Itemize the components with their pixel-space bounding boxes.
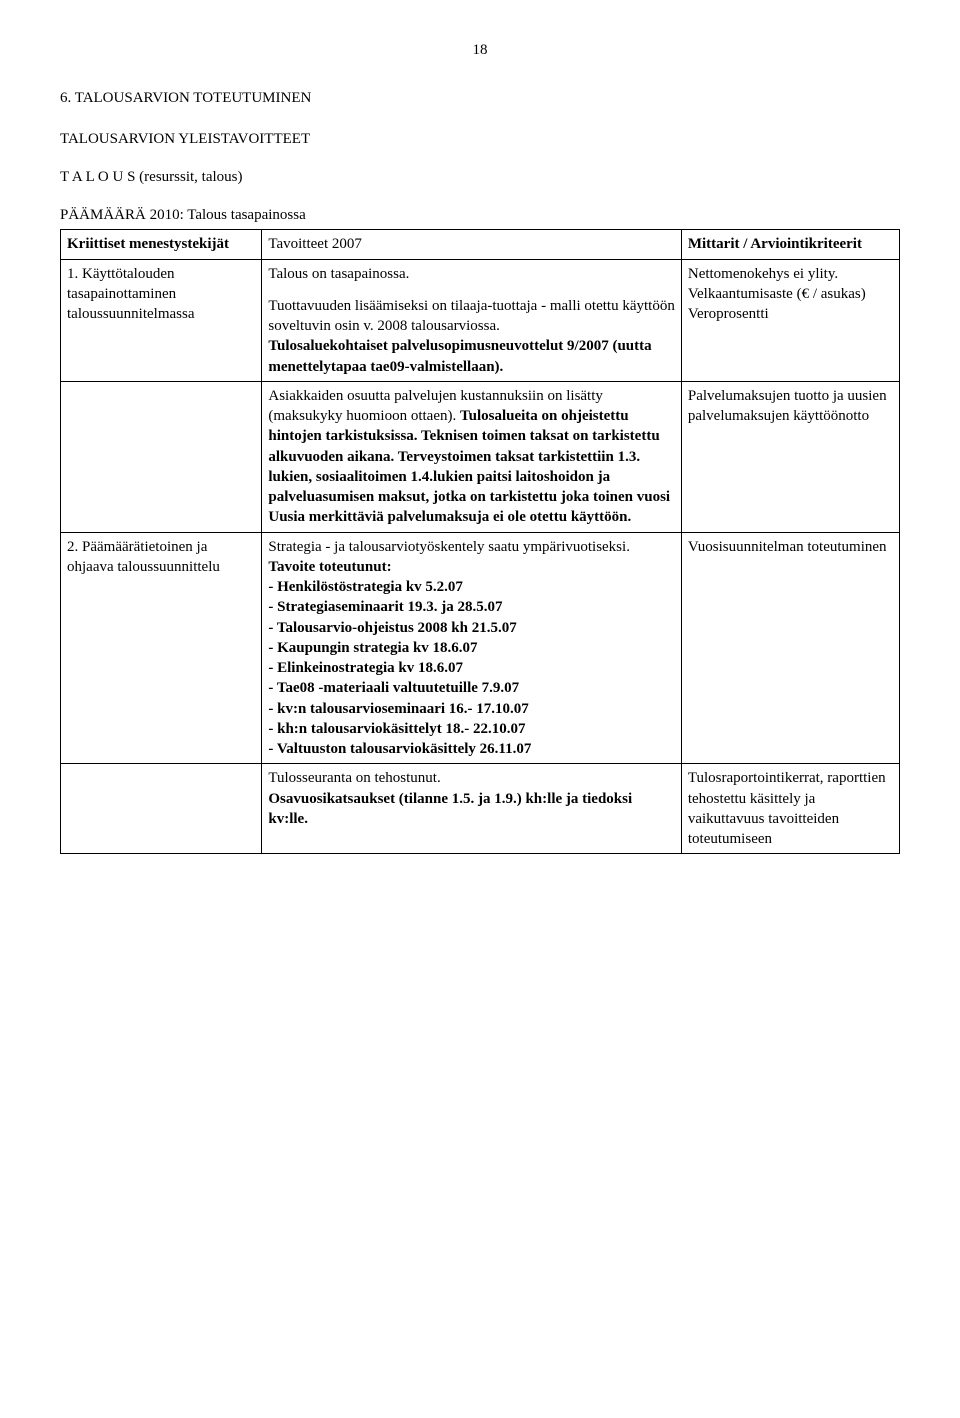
row4-col3: Tulosraportointikerrat, raporttien tehos… [681, 764, 899, 854]
row3-item-7: - kh:n talousarviokäsittelyt 18.- 22.10.… [268, 721, 525, 737]
row3-intro: Strategia - ja talousarviotyöskentely sa… [268, 539, 630, 555]
row2-col3: Palvelumaksujen tuotto ja uusien palvelu… [681, 381, 899, 532]
row3-col3: Vuosisuunnitelman toteutuminen [681, 532, 899, 764]
row4-col2-a: Tulosseuranta on tehostunut. [268, 770, 440, 786]
header-col3: Mittarit / Arviointikriteerit [681, 230, 899, 259]
page-number: 18 [60, 40, 900, 60]
heading-main: 6. TALOUSARVION TOTEUTUMINEN [60, 88, 900, 108]
table-row: Tulosseuranta on tehostunut. Osavuosikat… [61, 764, 900, 854]
heading-paamaara: PÄÄMÄÄRÄ 2010: Talous tasapainossa [60, 205, 900, 225]
row3-item-3: - Kaupungin strategia kv 18.6.07 [268, 640, 477, 656]
header-col1: Kriittiset menestystekijät [61, 230, 262, 259]
row3-tav: Tavoite toteutunut: [268, 559, 391, 575]
table-header-row: Kriittiset menestystekijät Tavoitteet 20… [61, 230, 900, 259]
row1-col2-p2a: Tuottavuuden lisäämiseksi on tilaaja-tuo… [268, 298, 674, 334]
row3-item-8: - Valtuuston talousarviokäsittely 26.11.… [268, 741, 531, 757]
table-row: Asiakkaiden osuutta palvelujen kustannuk… [61, 381, 900, 532]
row1-col2-p1: Talous on tasapainossa. [268, 264, 675, 284]
row3-col1: 2. Päämäärätietoinen ja ohjaava taloussu… [61, 532, 262, 764]
row4-col2: Tulosseuranta on tehostunut. Osavuosikat… [262, 764, 682, 854]
row3-item-5: - Tae08 -materiaali valtuutetuille 7.9.0… [268, 680, 519, 696]
row1-col1: 1. Käyttötalouden tasapainottaminen talo… [61, 259, 262, 381]
goals-table: Kriittiset menestystekijät Tavoitteet 20… [60, 229, 900, 854]
row4-col2-b: Osavuosikatsaukset (tilanne 1.5. ja 1.9.… [268, 791, 632, 827]
row2-col2: Asiakkaiden osuutta palvelujen kustannuk… [262, 381, 682, 532]
heading-subtitle: TALOUSARVION YLEISTAVOITTEET [60, 129, 900, 149]
table-row: 1. Käyttötalouden tasapainottaminen talo… [61, 259, 900, 381]
row1-col2: Talous on tasapainossa. Tuottavuuden lis… [262, 259, 682, 381]
row3-item-2: - Talousarvio-ohjeistus 2008 kh 21.5.07 [268, 620, 516, 636]
row2-col2-b: Tulosalueita on ohjeistettu hintojen tar… [268, 408, 670, 525]
row3-item-6: - kv:n talousarvioseminaari 16.- 17.10.0… [268, 701, 528, 717]
row1-col3: Nettomenokehys ei ylity. Velkaantumisast… [681, 259, 899, 381]
row2-col1 [61, 381, 262, 532]
row3-item-0: - Henkilöstöstrategia kv 5.2.07 [268, 579, 463, 595]
row4-col1 [61, 764, 262, 854]
row3-col2: Strategia - ja talousarviotyöskentely sa… [262, 532, 682, 764]
header-col2: Tavoitteet 2007 [262, 230, 682, 259]
row1-col2-p2b: Tulosaluekohtaiset palvelusopimusneuvott… [268, 338, 651, 374]
heading-talous: T A L O U S (resurssit, talous) [60, 167, 900, 187]
table-row: 2. Päämäärätietoinen ja ohjaava taloussu… [61, 532, 900, 764]
row3-item-4: - Elinkeinostrategia kv 18.6.07 [268, 660, 463, 676]
row3-item-1: - Strategiaseminaarit 19.3. ja 28.5.07 [268, 599, 502, 615]
